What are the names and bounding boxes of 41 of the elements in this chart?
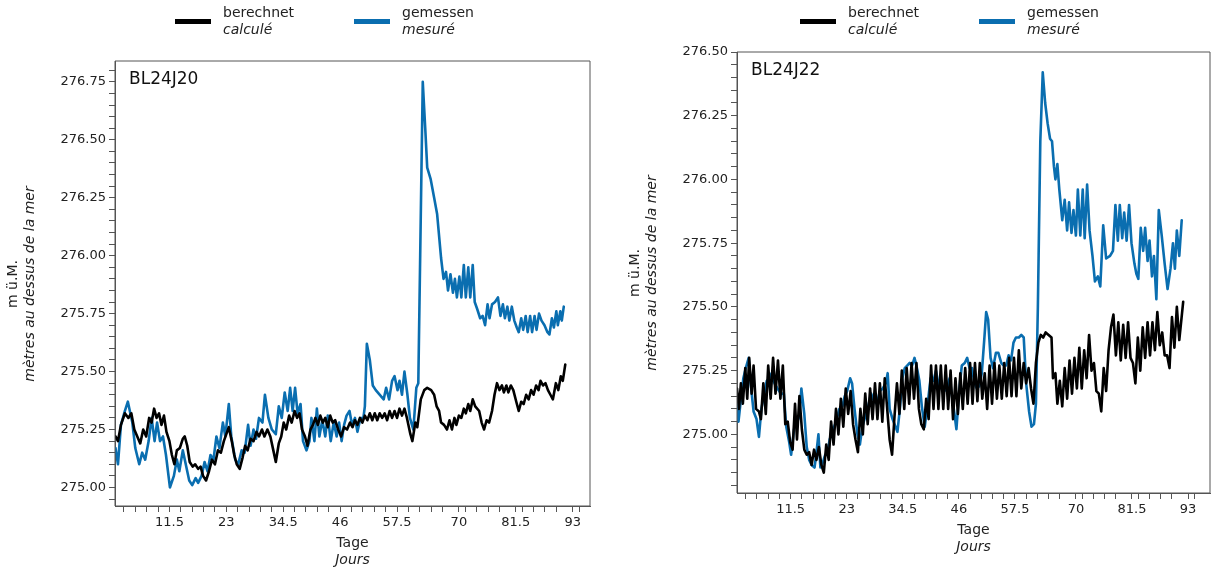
x-tick-label: 57.5 <box>382 514 412 530</box>
x-tick-label: 34.5 <box>888 501 918 517</box>
x-tick-label: 11.5 <box>776 501 806 517</box>
y-tick-label: 276.50 <box>682 43 728 59</box>
y-tick-label: 275.50 <box>60 362 106 378</box>
text: BL24J20 <box>129 67 199 88</box>
x-tick-label: 46 <box>950 501 968 517</box>
x-tick-label: 34.5 <box>268 514 298 530</box>
y-tick-label: 276.25 <box>60 189 106 205</box>
x-tick-label: 11.5 <box>154 514 184 530</box>
x-tick-label: 70 <box>450 514 468 530</box>
y-tick-label: 275.75 <box>60 305 106 321</box>
legend-label: gemessen mesuré <box>402 4 474 38</box>
y-tick-label: 275.00 <box>682 425 728 441</box>
x-tick-label: 81.5 <box>501 514 531 530</box>
x-tick-label: 23 <box>218 514 235 530</box>
y-tick-label: 275.25 <box>60 420 106 436</box>
x-axis-title: Tage Jours <box>332 534 371 568</box>
legend-label: berechnet calculé <box>848 4 920 38</box>
x-tick-label: 46 <box>331 514 349 530</box>
y-tick-label: 276.00 <box>60 247 106 263</box>
y-axis-title: m ü.M. mètres au dessus de la mer <box>626 173 660 373</box>
x-tick-label: 70 <box>1067 501 1085 517</box>
x-tick-label: 93 <box>1179 501 1197 517</box>
y-axis-title: m ü.M. mètres au dessus de la mer <box>4 184 38 384</box>
x-tick-label: 23 <box>838 501 855 517</box>
y-tick-label: 276.50 <box>60 131 106 147</box>
y-tick-label: 275.75 <box>682 234 728 250</box>
y-tick-label: 276.75 <box>60 73 106 89</box>
x-tick-label: 81.5 <box>1117 501 1147 517</box>
y-tick-label: 276.00 <box>682 170 728 186</box>
chart-title: BL24J22 <box>751 58 821 79</box>
x-tick-label: 57.5 <box>1000 501 1030 517</box>
y-tick-label: 275.00 <box>60 478 106 494</box>
x-axis-title: Tage Jours <box>953 521 992 555</box>
x-tick-label: 93 <box>564 514 581 530</box>
y-tick-label: 275.25 <box>682 362 728 378</box>
legend-label: gemessen mesuré <box>1027 4 1099 38</box>
y-tick-label: 276.25 <box>682 107 728 123</box>
legend-label: berechnet calculé <box>223 4 295 38</box>
y-tick-label: 275.50 <box>682 298 728 314</box>
